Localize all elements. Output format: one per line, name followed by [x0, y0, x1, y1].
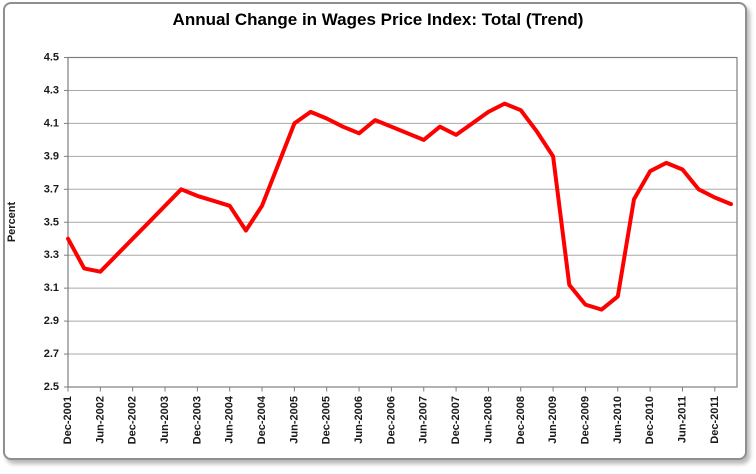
y-tick-label: 2.7	[44, 348, 59, 360]
x-tick-label: Jun-2007	[418, 396, 430, 444]
x-tick-label: Dec-2001	[62, 396, 74, 444]
x-tick-label: Dec-2007	[450, 396, 462, 444]
x-tick-label: Jun-2011	[676, 396, 688, 443]
x-tick-label: Jun-2008	[482, 396, 494, 444]
x-tick-label: Dec-2011	[709, 396, 721, 444]
screenshot-frame	[3, 2, 747, 460]
y-tick-label: 3.9	[44, 150, 59, 162]
chart-title: Annual Change in Wages Price Index: Tota…	[172, 10, 584, 29]
x-tick-label: Jun-2002	[94, 396, 106, 444]
x-tick-label: Jun-2005	[288, 396, 300, 444]
x-tick-label: Jun-2004	[224, 395, 236, 444]
x-tick-label: Jun-2010	[612, 396, 624, 444]
x-tick-label: Jun-2006	[353, 396, 365, 444]
x-tick-label: Dec-2006	[385, 396, 397, 444]
x-tick-label: Dec-2010	[644, 396, 656, 444]
x-tick-label: Dec-2002	[127, 396, 139, 444]
x-tick-label: Jun-2009	[547, 396, 559, 444]
y-tick-label: 3.5	[44, 216, 59, 228]
x-tick-label: Dec-2008	[515, 396, 527, 444]
x-tick-label: Dec-2005	[321, 396, 333, 444]
y-tick-label: 4.1	[44, 117, 59, 129]
y-tick-label: 2.9	[44, 315, 59, 327]
y-tick-label: 3.3	[44, 249, 59, 261]
x-tick-label: Dec-2004	[256, 395, 268, 444]
x-tick-label: Jun-2003	[159, 396, 171, 444]
y-tick-label: 3.1	[44, 282, 59, 294]
y-tick-label: 3.7	[44, 183, 59, 195]
y-axis-label: Percent	[6, 201, 18, 242]
x-tick-label: Dec-2003	[191, 396, 203, 444]
x-tick-label: Dec-2009	[579, 396, 591, 444]
y-tick-label: 2.5	[44, 381, 59, 393]
y-tick-label: 4.5	[44, 52, 59, 64]
trend-line	[66, 101, 733, 312]
y-tick-label: 4.3	[44, 84, 59, 96]
